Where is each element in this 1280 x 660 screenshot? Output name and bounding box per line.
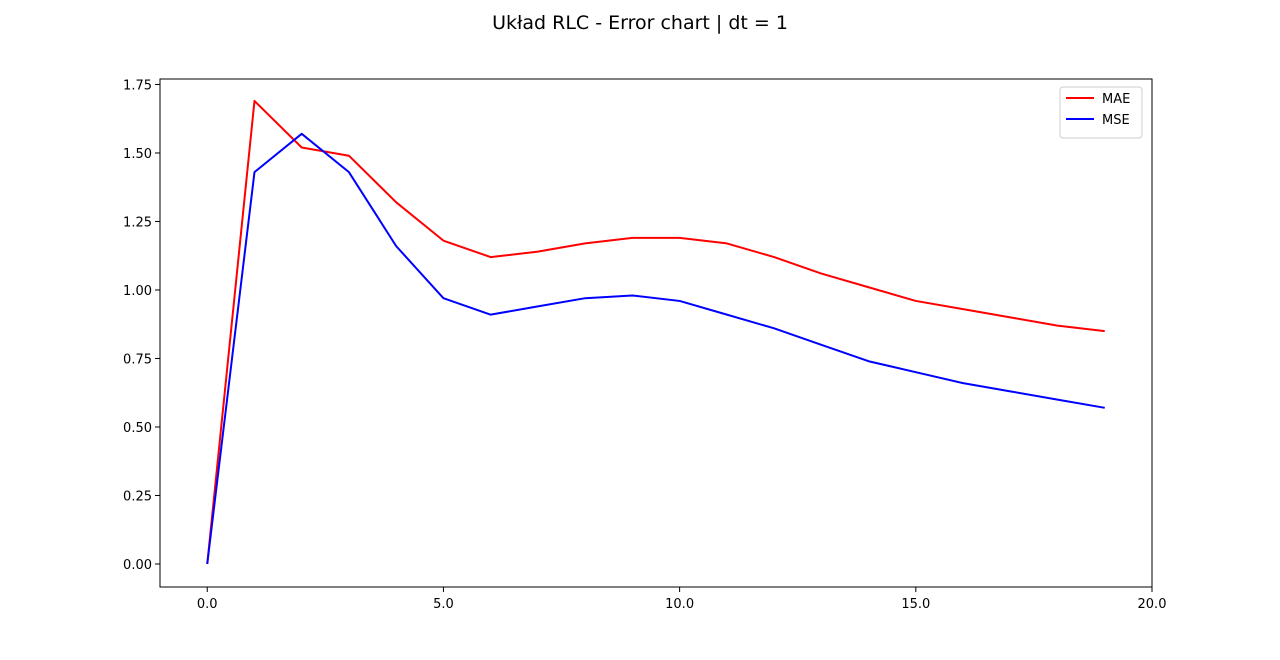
chart-title: Układ RLC - Error chart | dt = 1	[492, 12, 788, 34]
legend-box	[1059, 86, 1143, 139]
plot-lines	[206, 99, 1105, 565]
y-tick-label: 0.00	[123, 558, 152, 573]
x-tick-label: 5.0	[433, 597, 454, 612]
legend-label-mae: MAE	[1102, 92, 1130, 107]
y-tick-label: 1.50	[123, 147, 152, 162]
y-tick-label: 0.75	[123, 352, 152, 367]
y-tick-label: 1.25	[123, 215, 152, 230]
legend-label-mse: MSE	[1102, 113, 1130, 128]
x-axis: 0.0 5.0 10.0 15.0 20.0	[197, 587, 1167, 612]
plot-frame	[159, 78, 1153, 588]
y-tick-label: 0.50	[123, 421, 152, 436]
x-tick-label: 20.0	[1138, 597, 1167, 612]
y-axis: 0.00 0.25 0.50 0.75 1.00 1.25 1.50 1.75	[123, 78, 160, 573]
series-line-mae	[206, 99, 1105, 565]
y-tick-label: 1.00	[123, 284, 152, 299]
x-tick-label: 0.0	[197, 597, 218, 612]
series-line-mse	[206, 132, 1105, 565]
x-tick-label: 10.0	[665, 597, 694, 612]
x-tick-label: 15.0	[901, 597, 930, 612]
y-tick-label: 1.75	[123, 78, 152, 93]
y-tick-label: 0.25	[123, 489, 152, 504]
legend: MAE MSE	[1059, 86, 1143, 139]
